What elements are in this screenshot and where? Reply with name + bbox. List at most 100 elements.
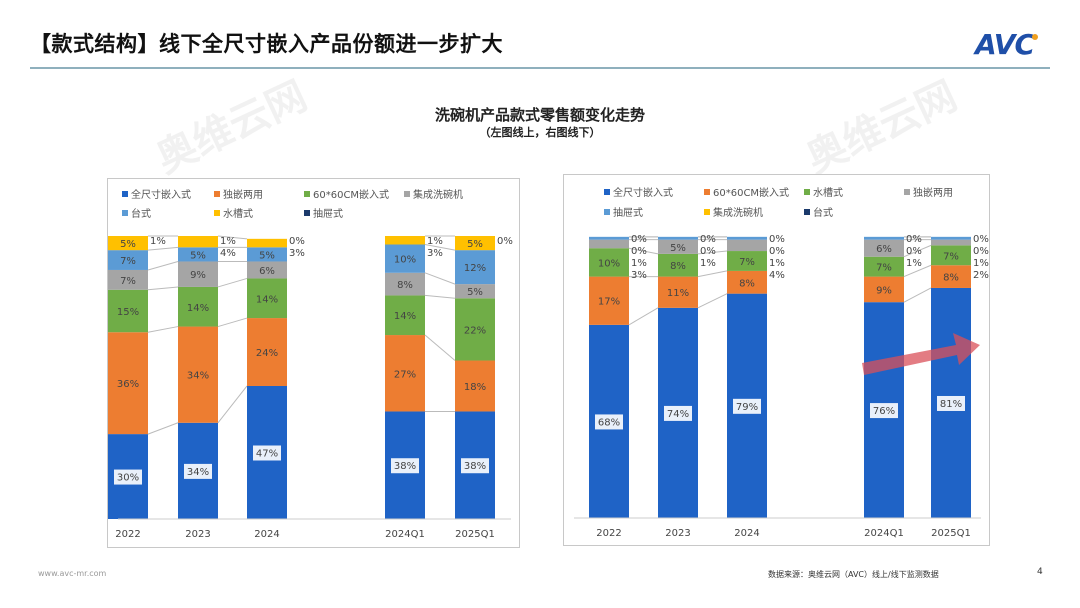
data-label: 0% — [497, 236, 513, 247]
bar-segment — [589, 276, 629, 325]
connector-line — [903, 264, 932, 278]
legend-label: 水槽式 — [813, 186, 843, 199]
data-label: 11% — [667, 288, 689, 299]
bar-segment — [658, 253, 698, 277]
page-title: 【款式结构】线下全尺寸嵌入产品份额进一步扩大 — [30, 32, 503, 56]
data-label: 5% — [467, 287, 483, 298]
x-tick-label: 2024 — [734, 528, 759, 539]
data-label: 1% — [427, 236, 443, 247]
connector-line — [217, 317, 248, 328]
legend-label: 60*60CM嵌入式 — [713, 186, 789, 199]
data-label: 5% — [670, 243, 686, 254]
data-label: 18% — [464, 382, 486, 393]
legend-swatch — [704, 189, 710, 195]
data-label: 0% — [906, 246, 922, 257]
data-label: 1% — [631, 258, 647, 269]
bar-segment — [727, 239, 767, 252]
data-label: 76% — [873, 406, 895, 417]
bar-segment — [247, 247, 287, 262]
data-label: 38% — [464, 461, 486, 472]
connector-line — [697, 293, 728, 309]
legend-label: 集成洗碗机 — [413, 188, 463, 201]
legend-label: 全尺寸嵌入式 — [613, 186, 673, 199]
legend-label: 台式 — [131, 207, 151, 220]
connector-line — [424, 334, 456, 361]
website: www.avc-mr.com — [38, 569, 107, 578]
legend-label: 独嵌两用 — [913, 186, 953, 199]
data-label: 5% — [120, 239, 136, 250]
bar-segment — [178, 286, 218, 327]
x-tick-label: 2023 — [185, 529, 210, 540]
data-label: 14% — [256, 294, 278, 305]
data-label: 68% — [598, 417, 620, 428]
data-label: 7% — [943, 251, 959, 262]
data-label: 22% — [464, 325, 486, 336]
connector-line — [697, 270, 728, 278]
connector-line — [147, 260, 179, 271]
bar-segment — [385, 236, 425, 245]
connector-line — [424, 243, 456, 251]
data-label-bg — [184, 463, 212, 479]
data-label-bg — [391, 458, 419, 474]
bar-segment — [247, 238, 287, 248]
data-label: 5% — [190, 250, 206, 261]
bar-segment — [178, 236, 218, 248]
data-label: 1% — [150, 236, 166, 247]
legend-swatch — [122, 191, 128, 197]
connector-line — [903, 244, 932, 258]
bar-segment — [727, 236, 767, 240]
bar-segment — [864, 276, 904, 303]
bar-segment — [178, 247, 218, 262]
connector-line — [628, 247, 659, 255]
data-label: 0% — [906, 234, 922, 245]
data-source: 数据来源：奥维云网（AVC）线上/线下监测数据 — [768, 570, 939, 579]
data-label: 74% — [667, 409, 689, 420]
data-label: 1% — [973, 258, 989, 269]
connector-line — [903, 287, 932, 303]
bar-segment — [864, 256, 904, 277]
connector-line — [424, 294, 456, 299]
legend-swatch — [304, 210, 310, 216]
bar-segment — [658, 239, 698, 254]
bar-segment — [455, 298, 495, 361]
data-label: 3% — [631, 270, 647, 281]
data-label: 34% — [187, 371, 209, 382]
title-divider — [30, 67, 1050, 69]
data-label-bg — [870, 403, 898, 419]
offline-chart: 全尺寸嵌入式 60*60CM嵌入式 水槽式 独嵌两用 抽屉式 集成洗碗机 台式 68% 17% 1… — [563, 174, 990, 546]
connector-line — [147, 246, 179, 251]
legend-swatch — [214, 191, 220, 197]
data-label: 0% — [700, 246, 716, 257]
bar-segment — [108, 269, 148, 290]
data-label: 0% — [631, 234, 647, 245]
legend-swatch — [904, 189, 910, 195]
data-label: 2% — [973, 270, 989, 281]
legend-label: 集成洗碗机 — [713, 206, 763, 219]
bar-segment — [864, 239, 904, 257]
data-label: 10% — [394, 255, 416, 266]
data-label-bg — [733, 398, 761, 414]
data-label: 3% — [427, 248, 443, 259]
data-label: 0% — [769, 234, 785, 245]
legend-swatch — [122, 210, 128, 216]
data-label: 10% — [598, 258, 620, 269]
online-chart: 全尺寸嵌入式 独嵌两用 60*60CM嵌入式 集成洗碗机 台式 水槽式 抽屉式 30% 36% 1… — [107, 178, 520, 548]
legend-swatch — [604, 209, 610, 215]
data-label: 7% — [876, 263, 892, 274]
bar-segment — [589, 248, 629, 277]
data-label: 3% — [289, 248, 305, 259]
data-label: 36% — [117, 379, 139, 390]
data-label-bg — [114, 469, 142, 485]
data-label: 12% — [464, 263, 486, 274]
bar-segment — [108, 289, 148, 333]
connector-line — [424, 272, 456, 285]
data-label: 0% — [973, 234, 989, 245]
data-label: 1% — [220, 236, 236, 247]
connector-line — [147, 286, 179, 291]
bar-segment — [658, 276, 698, 308]
data-label: 14% — [187, 303, 209, 314]
data-label: 8% — [670, 261, 686, 272]
bar-segment — [931, 236, 971, 240]
data-label: 34% — [187, 467, 209, 478]
data-label-bg — [664, 405, 692, 421]
